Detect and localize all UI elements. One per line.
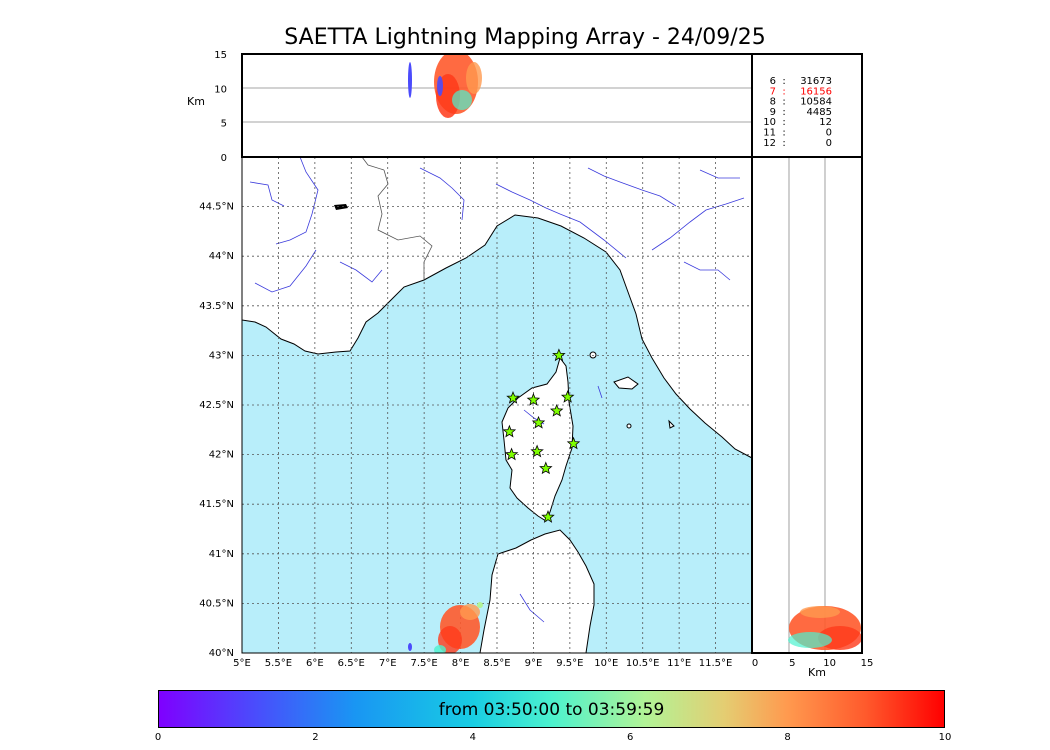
map-title: SAETTA Lightning Mapping Array - 24/09/2… [284,25,766,50]
longitude-tick-labels: 5°E 5.5°E 6°E 6.5°E 7°E 7.5°E 8°E 8.5°E 9°E 9.5°E… [233,658,732,669]
count-value: 0 [826,138,832,149]
lon-tick-label: 5°E [233,658,251,669]
lon-tick-label: 11.5°E [699,658,733,669]
count-stations: 8 [770,97,776,108]
lon-tick-label: 8.5°E [483,658,510,669]
side-axis-tick-label: 0 [752,658,758,669]
map-panel[interactable] [242,157,752,655]
count-value: 0 [826,128,832,139]
altitude-tick-label: 5 [221,119,227,130]
lon-tick-label: 5.5°E [265,658,292,669]
station-star-icon [541,509,555,523]
lon-tick-label: 8°E [452,658,470,669]
lat-tick-label: 44.5°N [199,202,234,213]
station-star-icon [539,461,553,475]
lightning-cluster-map [408,602,483,653]
lon-tick-label: 7.5°E [411,658,438,669]
lightning-map-figure: 6:316737:161568:105849:448510:1211:012:0… [187,50,874,679]
sardinia [479,529,595,653]
lat-tick-label: 42°N [209,450,234,461]
colorbar-tick-label: 6 [627,732,634,743]
lightning-cluster-side [788,606,862,650]
count-stations: 12 [763,138,776,149]
count-separator: : [782,128,785,139]
lon-tick-label: 7°E [379,658,397,669]
altitude-axis-label: Km [187,95,205,108]
altitude-panel[interactable] [242,50,752,157]
count-separator: : [782,97,785,108]
colorbar-tick-label: 0 [154,732,162,743]
station-markers [502,348,581,523]
count-value: 10584 [800,97,832,108]
colorbar-tick-label: 8 [784,732,791,743]
altitude-tick-labels: 0 5 10 15 [214,50,227,164]
side-axis-tick-label: 5 [789,658,795,669]
station-star-icon [549,403,564,417]
lat-tick-label: 43°N [209,350,234,361]
counts-panel [751,53,863,158]
colorbar-tick-label: 10 [938,732,952,743]
side-axis-tick-labels: 0 5 10 15 [752,658,874,669]
latitude-tick-labels: 40°N 40.5°N 41°N 41.5°N 42°N 42.5°N 43°N 43.5°N… [199,202,234,659]
station-star-icon [560,390,575,403]
count-stations: 7 [770,86,776,97]
mainland [242,157,752,459]
corsica [501,356,574,522]
lake [334,204,348,210]
altitude-tick-label: 0 [221,153,227,164]
count-separator: : [782,107,785,118]
lat-tick-label: 42.5°N [199,400,234,411]
lon-tick-label: 10°E [594,658,618,669]
count-stations: 11 [763,128,776,139]
count-separator: : [782,138,785,149]
lon-tick-label: 6°E [306,658,324,669]
altitude-tick-label: 10 [214,84,227,95]
lat-tick-label: 43.5°N [199,301,234,312]
station-star-icon [502,424,517,438]
side-axis-tick-label: 15 [861,658,874,669]
lat-tick-label: 40°N [209,648,234,659]
montecristo [626,423,632,429]
count-stations: 6 [770,76,776,87]
elba [613,376,639,390]
lat-tick-label: 41.5°N [199,499,234,510]
colorbar-tick-label: 2 [312,732,319,743]
lon-tick-label: 6.5°E [338,658,365,669]
side-axis-label: Km [808,666,826,679]
lightning-cluster-altitude [408,54,482,118]
time-colorbar: from 03:50:00 to 03:59:59 [158,690,945,728]
count-stations: 9 [770,107,776,118]
count-value: 16156 [800,86,832,97]
lon-tick-label: 9.5°E [556,658,583,669]
graticule [242,157,752,653]
colorbar-tick-label: 4 [469,732,476,743]
station-star-icon [552,348,566,362]
count-value: 12 [819,117,832,128]
count-separator: : [782,86,785,97]
count-separator: : [782,76,785,87]
station-star-icon [506,391,520,404]
lat-tick-label: 44°N [209,251,234,262]
altitude-tick-label: 15 [214,50,227,61]
side-axis-tick-label: 10 [823,658,836,669]
station-star-icon [531,415,546,429]
count-value: 4485 [807,107,832,118]
side-panel[interactable] [740,157,862,653]
rivers [249,157,745,623]
station-star-icon [526,392,541,406]
count-separator: : [782,117,785,128]
lat-tick-label: 41°N [209,549,234,560]
colorbar-time-range: from 03:50:00 to 03:59:59 [438,700,665,720]
station-star-icon [566,436,581,450]
lon-tick-label: 10.5°E [626,658,660,669]
station-star-icon [504,447,519,461]
count-stations: 10 [763,117,776,128]
lon-tick-label: 9°E [525,658,543,669]
count-value: 31673 [800,76,832,87]
lat-tick-label: 40.5°N [199,598,234,609]
lon-tick-label: 11°E [667,658,691,669]
border-line [361,157,433,280]
station-star-icon [530,444,544,458]
